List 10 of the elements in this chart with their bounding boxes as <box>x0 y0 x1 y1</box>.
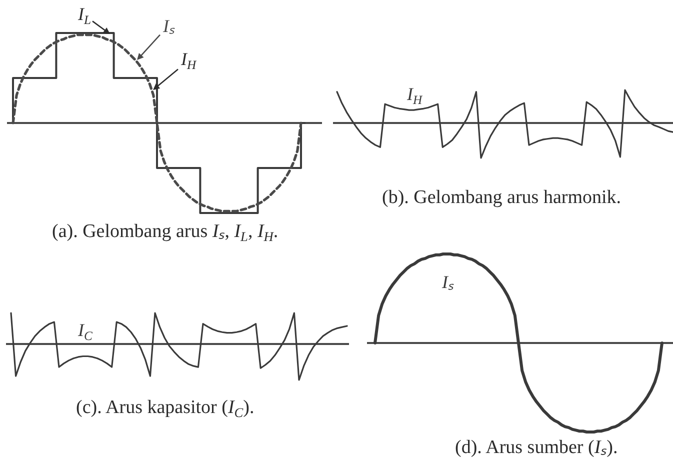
series-label: Iₛ <box>441 272 454 292</box>
text: (b). Gelombang arus harmonik. <box>382 187 622 208</box>
text: I$_{H}$ <box>407 84 422 107</box>
text: I$_{L}$ <box>77 4 92 27</box>
text: (c). Arus kapasitor (I$_{C}$). <box>76 397 254 420</box>
series-label: I$_{C}$ <box>77 320 93 343</box>
legend-label: I$_{H}$ <box>180 49 197 72</box>
text: Iₛ <box>162 16 175 36</box>
text: I$_{H}$ <box>256 221 275 244</box>
text: (d). Arus sumber (Iₛ). <box>455 437 618 458</box>
